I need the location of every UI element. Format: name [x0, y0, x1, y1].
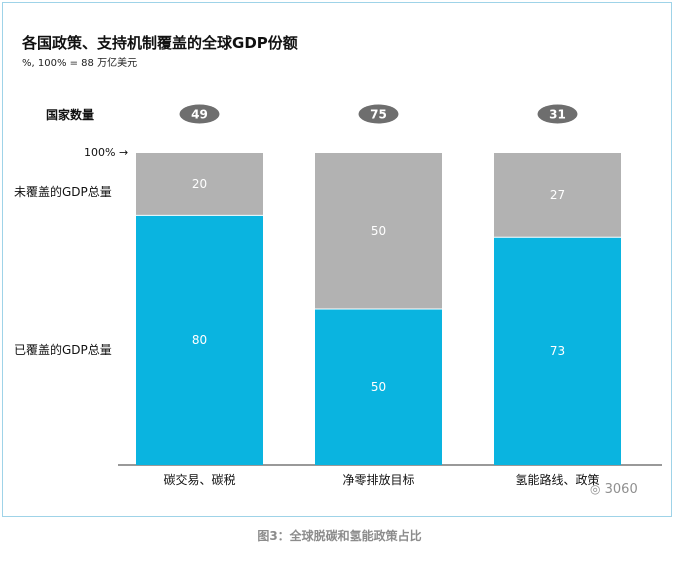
data-label: 50: [371, 380, 386, 394]
country-count-badge: [179, 104, 220, 124]
chart-subtitle: %, 100% = 88 万亿美元: [22, 58, 138, 69]
watermark: ◎ 3060: [590, 482, 638, 497]
bar-segment-covered: [136, 215, 263, 465]
country-count-value: 31: [549, 108, 566, 122]
country-count-badge: [358, 104, 399, 124]
bar-segment-uncovered: [315, 153, 442, 309]
data-label: 27: [550, 188, 565, 202]
bar-segment-uncovered: [494, 153, 621, 238]
data-label: 80: [192, 333, 207, 347]
country-count-label: 国家数量: [46, 108, 95, 122]
top-percent-label: 100% →: [84, 146, 129, 159]
category-label: 氢能路线、政策: [515, 472, 599, 487]
data-label: 50: [371, 224, 386, 238]
bar-segment-uncovered: [136, 153, 263, 216]
country-count-value: 49: [191, 108, 208, 122]
legend-uncovered-gdp: 未覆盖的GDP总量: [14, 185, 112, 199]
figure-caption: 图3：全球脱碳和氢能政策占比: [257, 529, 422, 543]
data-label: 73: [550, 344, 565, 358]
category-label: 碳交易、碳税: [163, 472, 235, 487]
data-label: 20: [192, 177, 207, 191]
bar-segment-covered: [494, 237, 621, 465]
category-label: 净零排放目标: [342, 472, 414, 487]
country-count-value: 75: [370, 108, 387, 122]
wechat-icon: ◎: [590, 482, 601, 496]
bar-segment-covered: [315, 309, 442, 465]
legend-covered-gdp: 已覆盖的GDP总量: [14, 343, 112, 357]
country-count-badge: [537, 104, 578, 124]
chart-title: 各国政策、支持机制覆盖的全球GDP份额: [22, 34, 298, 52]
